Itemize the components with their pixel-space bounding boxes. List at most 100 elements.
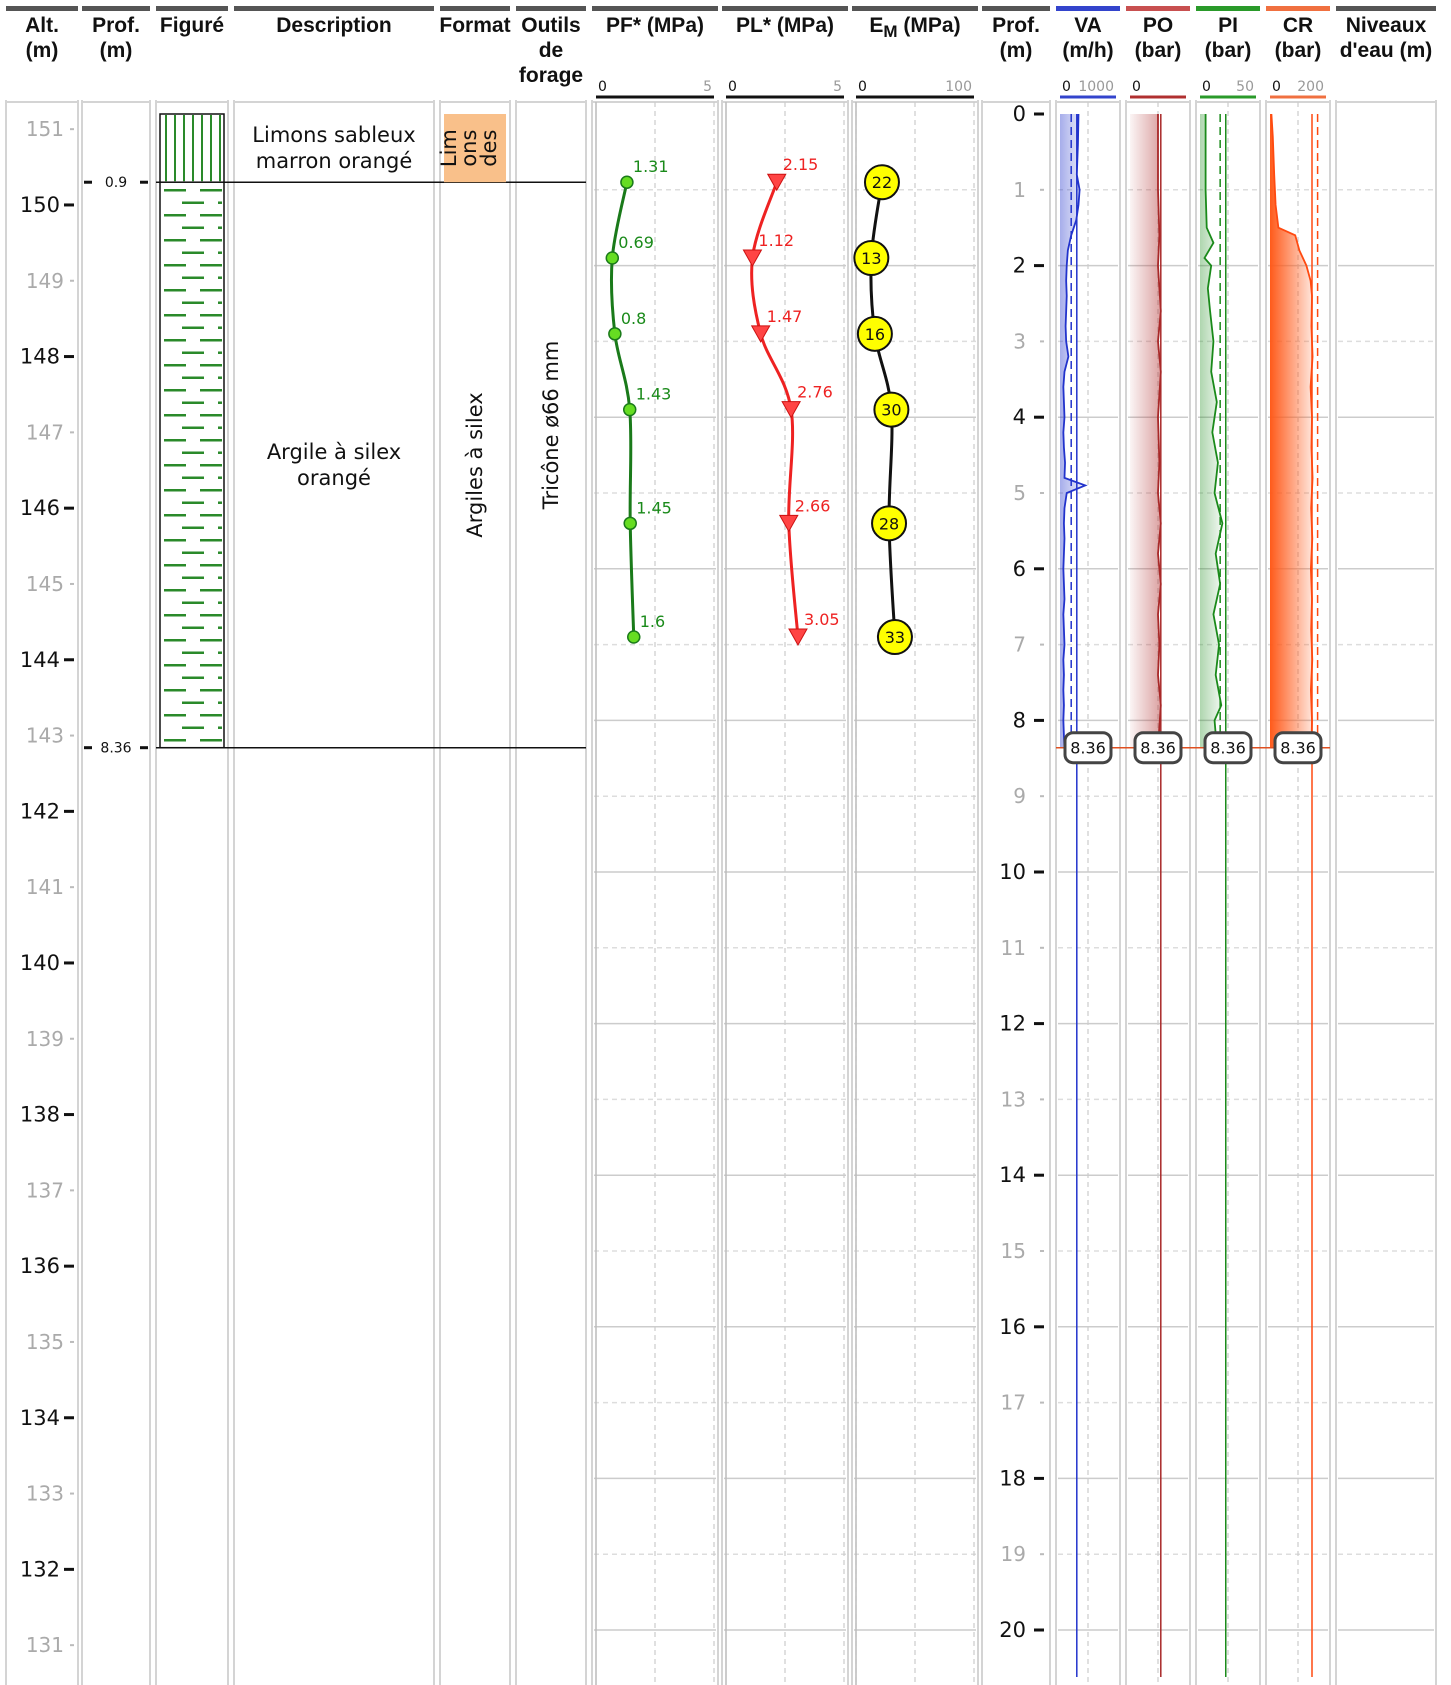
depth-tick-label-minor: 9 bbox=[1013, 784, 1026, 808]
alt-tick-label: 136 bbox=[20, 1254, 60, 1278]
alt-tick-label: 148 bbox=[20, 345, 60, 369]
depth-tick-label: 10 bbox=[999, 860, 1026, 884]
alt-tick-label: 150 bbox=[20, 193, 60, 217]
cr-series-line bbox=[1270, 113, 1314, 748]
axis-min-pi: 0 bbox=[1202, 79, 1211, 95]
alt-tick-label: 140 bbox=[20, 951, 60, 975]
cr-area bbox=[1270, 114, 1313, 748]
column-header-bar bbox=[1126, 6, 1190, 11]
header-em-sub: M bbox=[883, 22, 897, 41]
depth-tick-label-minor: 5 bbox=[1013, 481, 1026, 505]
alt-tick-label: 146 bbox=[20, 496, 60, 520]
alt-tick-label-minor: 143 bbox=[26, 724, 64, 748]
axis-min-cr: 0 bbox=[1272, 79, 1281, 95]
end-depth-badge-label: 8.36 bbox=[1210, 739, 1246, 758]
header-fig: Figuré bbox=[160, 14, 224, 37]
pf-data-label: 0.8 bbox=[621, 309, 646, 328]
alt-tick-label: 134 bbox=[20, 1406, 60, 1430]
header-out: Outils bbox=[521, 14, 581, 37]
pl-point bbox=[750, 325, 771, 343]
depth-tick-label: 12 bbox=[999, 1012, 1026, 1036]
column-header-bar bbox=[592, 6, 718, 11]
pf-data-label: 1.45 bbox=[636, 498, 672, 517]
pl-data-label: 2.76 bbox=[797, 383, 833, 402]
header-pf: PF* (MPa) bbox=[606, 14, 704, 37]
pl-point bbox=[781, 401, 801, 419]
em-data-label: 33 bbox=[885, 628, 905, 647]
axis-min-va: 0 bbox=[1062, 79, 1071, 95]
axis-min-pl: 0 bbox=[728, 79, 737, 95]
formation-label: Argiles à silex bbox=[463, 392, 487, 537]
pf-point bbox=[627, 630, 641, 644]
axis-max-pi: 50 bbox=[1236, 79, 1254, 95]
pl-point bbox=[788, 628, 808, 647]
depth-tick-label-minor: 3 bbox=[1013, 329, 1026, 353]
header-cr: CR bbox=[1283, 14, 1313, 37]
depth-tick-label: 6 bbox=[1013, 557, 1026, 581]
depth-tick-label-minor: 11 bbox=[1001, 936, 1026, 960]
axis-max-em: 100 bbox=[945, 79, 972, 95]
end-depth-badge bbox=[1133, 731, 1183, 765]
column-header-bar bbox=[982, 6, 1050, 11]
alt-tick-label-minor: 133 bbox=[26, 1482, 64, 1506]
header-pi: PI bbox=[1218, 14, 1238, 37]
boundary-depth-label: 8.36 bbox=[100, 741, 131, 757]
po-area bbox=[1130, 114, 1161, 748]
pl-data-label: 2.66 bbox=[795, 496, 831, 515]
column-header-bar bbox=[82, 6, 150, 11]
em-data-label: 30 bbox=[881, 401, 901, 420]
depth-tick-label-minor: 1 bbox=[1013, 178, 1026, 202]
header-pi: (bar) bbox=[1205, 39, 1252, 62]
axis-max-cr: 200 bbox=[1297, 79, 1324, 95]
header-out: forage bbox=[519, 64, 583, 87]
pf-point bbox=[623, 516, 637, 531]
formation-label: Lim bbox=[437, 129, 461, 167]
pl-data-label: 2.15 bbox=[783, 155, 819, 174]
header-em-unit: (MPa) bbox=[898, 14, 961, 37]
alt-tick-label-minor: 145 bbox=[26, 572, 64, 596]
end-depth-badge-label: 8.36 bbox=[1280, 739, 1316, 758]
depth-tick-label: 4 bbox=[1013, 405, 1026, 429]
column-header-bar bbox=[1196, 6, 1260, 11]
depth-tick-label: 20 bbox=[999, 1618, 1026, 1642]
column-header-bar bbox=[6, 6, 78, 11]
drilling-tool-label: Tricône ø66 mm bbox=[539, 341, 563, 511]
pl-data-label: 1.47 bbox=[767, 307, 803, 326]
alt-tick-label: 138 bbox=[20, 1103, 60, 1127]
axis-min-em: 0 bbox=[858, 79, 867, 95]
axis-max-pf: 5 bbox=[703, 79, 712, 95]
header-em-main: E bbox=[869, 14, 883, 37]
column-header-bar bbox=[1336, 6, 1436, 11]
pf-data-label: 1.31 bbox=[633, 157, 669, 176]
pl-data-label: 3.05 bbox=[804, 610, 840, 629]
column-header-bar bbox=[234, 6, 434, 11]
em-point bbox=[876, 619, 913, 656]
em-point bbox=[856, 315, 893, 352]
column-header-bar bbox=[852, 6, 978, 11]
header-niv: d'eau (m) bbox=[1340, 39, 1433, 62]
depth-tick-label-minor: 15 bbox=[1001, 1239, 1026, 1263]
layer-description: Limons sableux bbox=[252, 123, 415, 147]
axis-min-po: 0 bbox=[1132, 79, 1141, 95]
em-point bbox=[873, 391, 910, 428]
header-po: (bar) bbox=[1135, 39, 1182, 62]
header-layer: Alt.(m)Prof.(m)Figuré Description Format Ou… bbox=[6, 6, 1436, 99]
pl-data-label: 1.12 bbox=[758, 231, 794, 250]
pl-point bbox=[742, 249, 763, 268]
em-data-label: 22 bbox=[872, 173, 892, 192]
end-depth-badge bbox=[1273, 731, 1323, 765]
depth-tick-label: 2 bbox=[1013, 254, 1026, 278]
alt-tick-label-minor: 141 bbox=[26, 875, 64, 899]
end-depth-badge bbox=[1063, 731, 1113, 765]
alt-tick-label-minor: 151 bbox=[26, 117, 64, 141]
header-desc: Description bbox=[276, 14, 392, 37]
alt-tick-label-minor: 147 bbox=[26, 420, 64, 444]
pf-point bbox=[620, 175, 634, 189]
content-layer: 1501481461441421401381361341321511491471… bbox=[20, 102, 1330, 1677]
header-prof: Prof. bbox=[92, 14, 140, 37]
layer-description: Argile à silex bbox=[267, 440, 401, 464]
alt-tick-label: 142 bbox=[20, 799, 60, 823]
boundary-depth-label: 0.9 bbox=[105, 175, 127, 191]
po-series-line bbox=[1157, 114, 1162, 748]
